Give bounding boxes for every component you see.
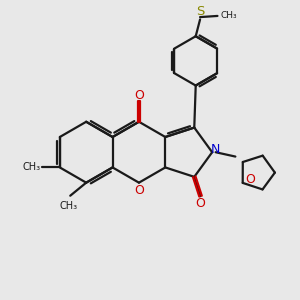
Text: CH₃: CH₃: [22, 162, 40, 172]
Text: O: O: [134, 88, 144, 102]
Text: N: N: [210, 143, 220, 156]
Text: CH₃: CH₃: [60, 201, 78, 211]
Text: O: O: [134, 184, 144, 197]
Text: S: S: [196, 5, 204, 18]
Text: CH₃: CH₃: [220, 11, 237, 20]
Text: O: O: [196, 197, 206, 210]
Text: O: O: [245, 173, 255, 187]
